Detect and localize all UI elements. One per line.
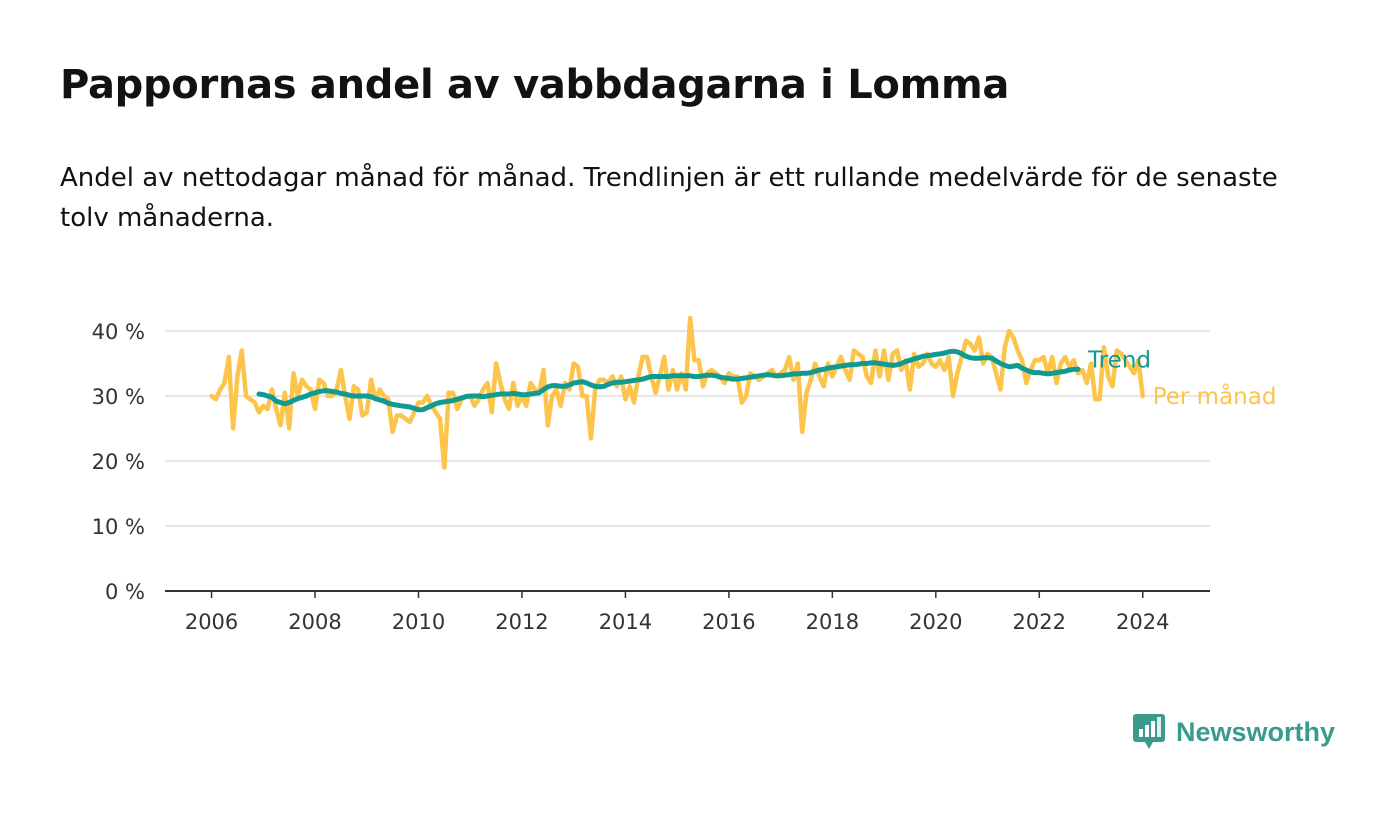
x-tick-label: 2020 bbox=[909, 610, 962, 634]
x-tick-label: 2024 bbox=[1116, 610, 1169, 634]
series-line-trend bbox=[256, 348, 1081, 413]
y-tick-label: 30 % bbox=[92, 385, 145, 409]
x-tick-label: 2010 bbox=[392, 610, 445, 634]
x-tick-label: 2016 bbox=[702, 610, 755, 634]
newsworthy-logo-text: Newsworthy bbox=[1176, 716, 1336, 747]
y-tick-label: 20 % bbox=[92, 450, 145, 474]
line-chart: 0 % 10 % 20 % 30 % 40 % 2006 2008 2010 2012 2014 2… bbox=[92, 315, 1277, 634]
x-tick-label: 2008 bbox=[288, 610, 341, 634]
chart-title: Pappornas andel av vabbdagarna i Lomma bbox=[60, 62, 1010, 108]
x-tick-label: 2018 bbox=[806, 610, 859, 634]
newsworthy-logo-icon bbox=[1133, 714, 1165, 749]
y-tick-label: 0 % bbox=[105, 580, 145, 604]
x-tick-label: 2022 bbox=[1013, 610, 1066, 634]
newsworthy-logo: Newsworthy bbox=[1132, 712, 1335, 752]
series-label-trend: Trend bbox=[1087, 347, 1151, 373]
series-label-per-manad: Per månad bbox=[1153, 382, 1277, 410]
series-line-per-manad bbox=[209, 315, 1145, 470]
chart-subtitle: Andel av nettodagar månad för månad. Tre… bbox=[60, 163, 1278, 233]
y-tick-label: 10 % bbox=[92, 515, 145, 539]
x-tick-label: 2014 bbox=[599, 610, 652, 634]
y-tick-label: 40 % bbox=[92, 320, 145, 344]
x-tick-label: 2012 bbox=[495, 610, 548, 634]
x-tick-label: 2006 bbox=[185, 610, 238, 634]
